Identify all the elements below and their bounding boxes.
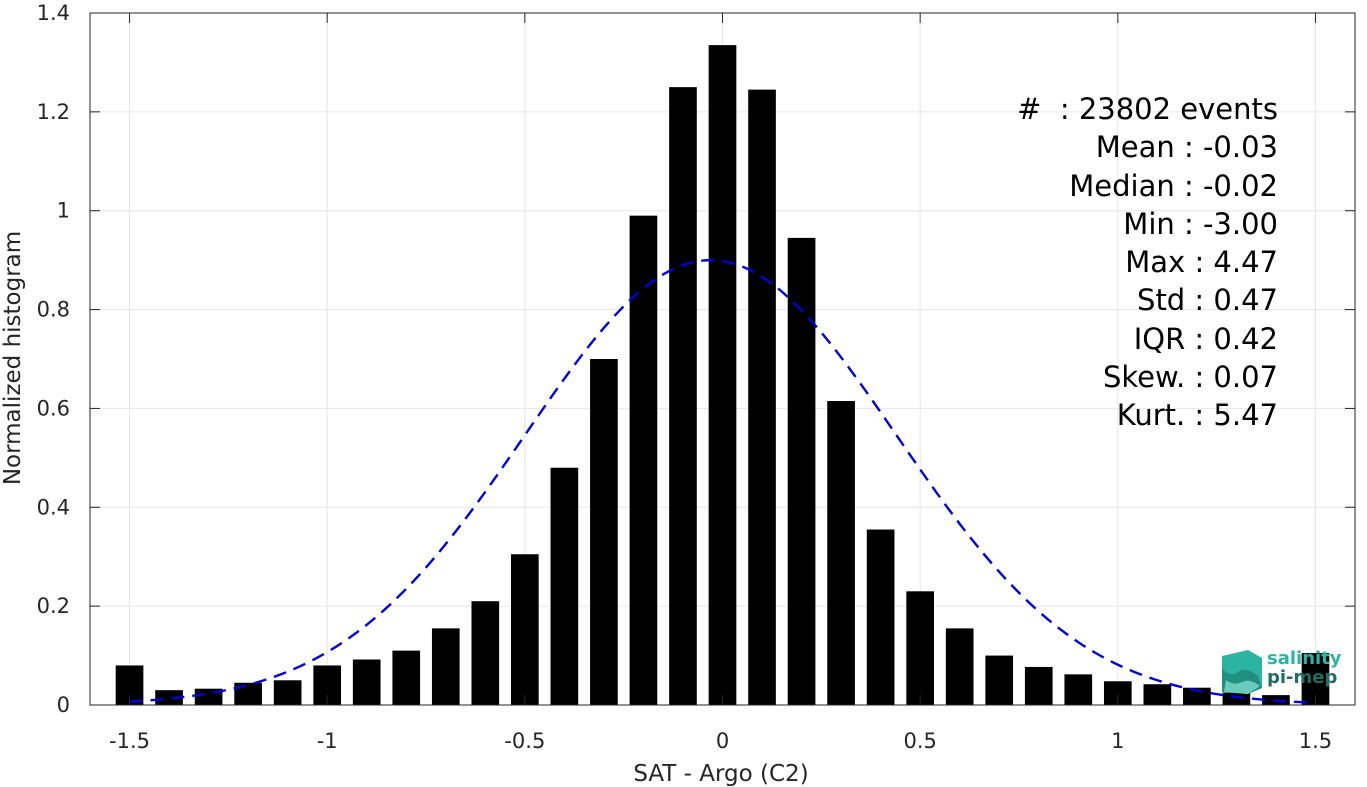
histogram-bar [945, 628, 974, 705]
histogram-bar [1183, 687, 1211, 705]
histogram-bar [471, 601, 500, 705]
histogram-bar [352, 659, 381, 705]
stat-skew: Skew. : 0.07 [1102, 360, 1278, 395]
histogram-bar [1103, 681, 1132, 705]
stat-events: # : 23802 events [1017, 92, 1278, 126]
histogram-bar [511, 554, 539, 705]
histogram-bar [827, 401, 855, 705]
x-tick-label: -0.5 [504, 729, 545, 753]
y-axis-ticks: 0 0.2 0.4 0.6 0.8 1 1.2 1.4 [37, 1, 1355, 717]
y-tick-label: 0.6 [37, 396, 70, 420]
histogram-bar [748, 89, 776, 706]
histogram-bars [115, 45, 1330, 706]
histogram-bar [629, 215, 658, 705]
histogram-bar [669, 87, 697, 705]
x-axis-ticks: -1.5 -1 -0.5 0 0.5 1 1.5 [109, 13, 1332, 753]
y-tick-label: 0.2 [37, 594, 70, 618]
histogram-bar [392, 650, 421, 705]
x-tick-label: 1 [1111, 729, 1124, 753]
x-tick-label: -1 [317, 729, 338, 753]
histogram-bar [1064, 674, 1093, 705]
x-tick-label: 0 [716, 729, 729, 753]
gaussian-fit-curve [129, 258, 1316, 704]
histogram-bar [787, 237, 816, 705]
salinity-pimep-logo-icon [1222, 650, 1262, 694]
stat-max: Max : 4.47 [1125, 245, 1278, 280]
stat-median: Median : -0.02 [1069, 168, 1278, 203]
stat-iqr: IQR : 0.42 [1133, 321, 1278, 356]
y-tick-label: 1.4 [37, 1, 70, 25]
histogram-bar [1024, 666, 1053, 705]
y-axis-label: Normalized histogram [0, 231, 26, 485]
histogram-bar [906, 591, 934, 705]
statistics-panel: # : 23802 events Mean : -0.03 Median : -… [1017, 90, 1278, 435]
stat-mean: Mean : -0.03 [1095, 130, 1278, 165]
histogram-bar [431, 628, 460, 705]
logo-text: salinity pi-mep [1267, 649, 1342, 687]
histogram-bar [985, 655, 1014, 705]
y-tick-label: 0 [57, 693, 70, 717]
logo-line1: salinity [1267, 648, 1342, 669]
y-tick-label: 0.8 [37, 298, 70, 322]
y-tick-label: 1.2 [37, 100, 70, 124]
logo-line2: pi-mep [1267, 667, 1338, 688]
stat-std: Std : 0.47 [1137, 283, 1278, 318]
x-tick-label: 0.5 [903, 729, 936, 753]
histogram-bar [866, 529, 895, 705]
histogram-bar [1143, 684, 1172, 705]
histogram-bar [708, 45, 737, 706]
histogram-bar [590, 359, 618, 705]
histogram-bar [234, 682, 262, 705]
y-tick-label: 1 [57, 199, 70, 223]
stat-min: Min : -3.00 [1123, 206, 1278, 241]
histogram-bar [155, 690, 183, 705]
histogram-bar [1222, 692, 1251, 705]
histogram-bar [273, 680, 302, 705]
x-axis-label: SAT - Argo (C2) [633, 761, 808, 787]
x-tick-label: 1.5 [1299, 729, 1332, 753]
stat-kurt: Kurt. : 5.47 [1116, 398, 1278, 433]
y-tick-label: 0.4 [37, 495, 70, 519]
x-tick-label: -1.5 [109, 729, 150, 753]
histogram-bar [550, 467, 579, 705]
